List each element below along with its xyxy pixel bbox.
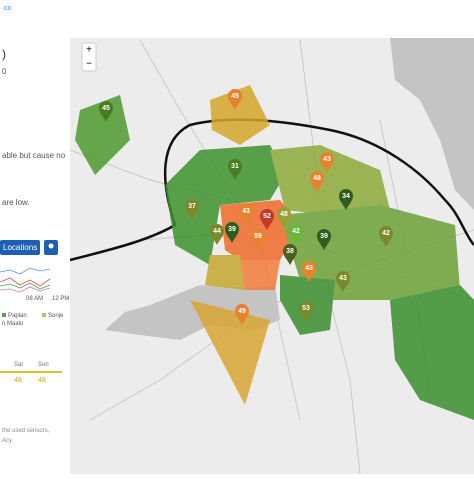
- chart-x-label: 12 PM: [52, 296, 69, 302]
- footer-text: the used sensors,: [2, 428, 50, 434]
- forecast-day: Sat: [14, 362, 23, 368]
- forecast-day: Sun: [38, 362, 49, 368]
- zones: [75, 85, 474, 420]
- marker-pin[interactable]: [225, 222, 239, 243]
- zoom-out[interactable]: −: [86, 59, 92, 70]
- marker-pin[interactable]: [339, 189, 353, 210]
- marker-value[interactable]: 48: [313, 175, 321, 182]
- marker-pin[interactable]: [228, 89, 242, 110]
- marker-pin[interactable]: [239, 204, 253, 225]
- marker-pin[interactable]: [209, 223, 225, 245]
- marker-pin[interactable]: [289, 224, 303, 245]
- zoom-control: [81, 42, 97, 72]
- marker-value[interactable]: 39: [228, 226, 236, 233]
- marker-value[interactable]: 39: [320, 233, 328, 240]
- marker-pin[interactable]: [251, 229, 265, 250]
- chart-x-label: 08 AM: [26, 296, 43, 302]
- marker-value[interactable]: 59: [254, 233, 262, 240]
- marker-value[interactable]: 37: [188, 203, 196, 210]
- legend-swatch: [2, 313, 6, 317]
- mini-chart: [0, 267, 51, 293]
- marker-pin[interactable]: [320, 152, 334, 173]
- marker-pin[interactable]: [317, 229, 331, 250]
- locate-icon: [48, 243, 54, 249]
- panel-title: ): [2, 47, 6, 61]
- forecast-value: 48: [38, 377, 46, 384]
- marker-value[interactable]: 53: [302, 305, 310, 312]
- marker-pin[interactable]: [336, 271, 350, 292]
- zoom-in[interactable]: +: [86, 45, 92, 56]
- legend-label: Sonje: [48, 313, 64, 319]
- marker-value[interactable]: 31: [231, 163, 239, 170]
- forecast-value: 48: [14, 377, 22, 384]
- panel-subtitle: 0: [2, 67, 7, 76]
- marker-pin[interactable]: [99, 101, 113, 122]
- marker-value[interactable]: 52: [263, 213, 271, 220]
- marker-value[interactable]: 42: [292, 228, 300, 235]
- marker-value[interactable]: 38: [286, 248, 294, 255]
- marker-pin[interactable]: [379, 226, 393, 247]
- marker-pin[interactable]: [310, 171, 324, 192]
- footer-text: Acy: [2, 438, 12, 444]
- marker-pin[interactable]: [228, 159, 242, 180]
- marker-pin[interactable]: [235, 304, 249, 325]
- marker-value[interactable]: 43: [305, 265, 313, 272]
- brand: co: [4, 5, 12, 12]
- marker-value[interactable]: 43: [339, 275, 347, 282]
- marker-value[interactable]: 45: [102, 105, 110, 112]
- marker-value[interactable]: 44: [213, 228, 221, 235]
- marker-pin[interactable]: [260, 209, 274, 230]
- water: [390, 38, 474, 210]
- top-bar: [0, 0, 474, 38]
- marker-value[interactable]: 43: [242, 208, 250, 215]
- marker-value[interactable]: 42: [382, 230, 390, 237]
- side-panel: [0, 38, 70, 474]
- marker-pin[interactable]: [185, 199, 199, 220]
- marker-pin[interactable]: [283, 244, 297, 265]
- locations-button[interactable]: [0, 240, 40, 255]
- marker-value[interactable]: 34: [342, 193, 350, 200]
- panel-text: are low.: [2, 198, 30, 207]
- legend-label: Paplan: [8, 313, 27, 319]
- marker-value[interactable]: 48: [280, 211, 288, 218]
- marker-value[interactable]: 43: [323, 156, 331, 163]
- legend-swatch: [42, 313, 46, 317]
- panel-text: able but cause no: [2, 151, 66, 160]
- button-label[interactable]: Locations: [3, 243, 37, 252]
- legend-label: n Maalo: [2, 321, 24, 327]
- marker-value[interactable]: 45: [231, 93, 239, 100]
- marker-value[interactable]: 49: [238, 308, 246, 315]
- marker-pin[interactable]: [302, 261, 316, 282]
- marker-pin[interactable]: [299, 301, 313, 322]
- marker-pin[interactable]: [277, 207, 291, 228]
